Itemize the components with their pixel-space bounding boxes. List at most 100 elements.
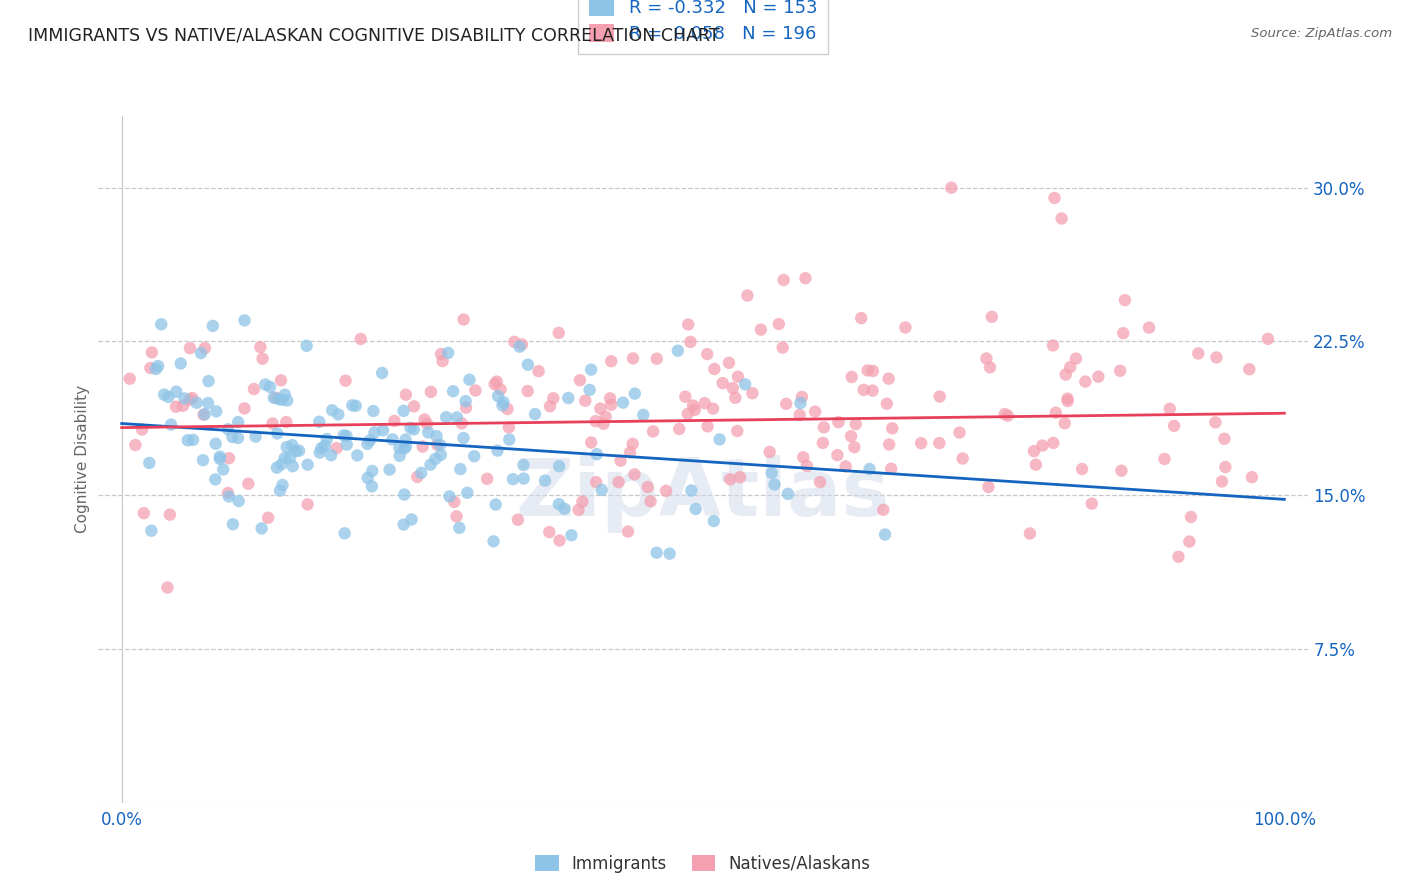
Point (274, 388, 297, 402)
Point (578, 383, 600, 397)
Point (834, 459, 856, 474)
Point (1137, 320, 1160, 334)
Point (314, 439, 336, 453)
Point (485, 498, 508, 512)
Point (1211, 475, 1233, 489)
Point (419, 384, 441, 399)
Point (574, 393, 596, 408)
Point (159, 508, 181, 522)
Point (429, 438, 451, 452)
Point (600, 354, 623, 368)
Point (243, 382, 266, 396)
Point (186, 395, 208, 409)
Point (172, 399, 194, 413)
Point (734, 377, 756, 392)
Point (718, 472, 741, 486)
Point (177, 434, 200, 448)
Point (413, 412, 436, 426)
Point (790, 390, 813, 404)
Point (547, 326, 569, 340)
Text: IMMIGRANTS VS NATIVE/ALASKAN COGNITIVE DISABILITY CORRELATION CHART: IMMIGRANTS VS NATIVE/ALASKAN COGNITIVE D… (28, 27, 720, 45)
Point (270, 457, 292, 471)
Point (425, 452, 447, 467)
Point (512, 471, 534, 485)
Text: Source: ZipAtlas.com: Source: ZipAtlas.com (1251, 27, 1392, 40)
Point (165, 400, 187, 414)
Point (392, 517, 415, 532)
Point (181, 391, 204, 405)
Point (872, 503, 894, 517)
Point (208, 450, 231, 464)
Point (617, 524, 640, 539)
Point (395, 388, 418, 402)
Point (794, 271, 817, 285)
Point (1042, 436, 1064, 450)
Point (308, 415, 330, 429)
Point (193, 408, 215, 422)
Point (681, 483, 703, 498)
Point (406, 470, 429, 484)
Point (399, 421, 422, 435)
Point (676, 407, 699, 421)
Point (233, 401, 256, 416)
Point (250, 521, 273, 535)
Point (655, 483, 678, 498)
Point (238, 476, 260, 491)
Point (132, 506, 155, 520)
Point (568, 373, 591, 387)
Point (201, 318, 224, 333)
Point (1159, 401, 1181, 416)
Point (679, 334, 702, 349)
Point (197, 374, 219, 388)
Point (394, 442, 416, 456)
Point (441, 384, 464, 399)
Point (228, 494, 250, 508)
Point (439, 490, 461, 504)
Point (862, 364, 884, 378)
Point (118, 372, 141, 386)
Point (266, 426, 288, 441)
Point (994, 407, 1017, 421)
Point (404, 400, 426, 414)
Point (1180, 510, 1202, 524)
Point (776, 487, 799, 501)
Point (741, 386, 763, 401)
Point (637, 480, 659, 494)
Point (761, 466, 783, 480)
Point (591, 483, 613, 497)
Point (1045, 406, 1067, 420)
Point (381, 433, 404, 447)
Point (496, 402, 519, 417)
Point (841, 370, 863, 384)
Point (676, 318, 699, 332)
Point (453, 312, 475, 326)
Point (181, 433, 204, 447)
Point (1064, 351, 1087, 366)
Point (928, 436, 950, 450)
Point (524, 407, 547, 421)
Point (876, 397, 898, 411)
Point (179, 341, 201, 355)
Point (498, 420, 520, 434)
Point (361, 479, 384, 493)
Point (454, 394, 477, 409)
Point (411, 466, 433, 480)
Point (145, 362, 167, 376)
Point (856, 363, 879, 377)
Point (226, 415, 249, 429)
Point (1153, 452, 1175, 467)
Point (212, 462, 235, 476)
Point (553, 501, 575, 516)
Point (456, 485, 478, 500)
Point (534, 474, 557, 488)
Point (141, 345, 163, 359)
Point (595, 409, 617, 424)
Point (1111, 464, 1133, 478)
Point (548, 533, 571, 548)
Point (516, 358, 538, 372)
Point (976, 351, 998, 366)
Point (502, 472, 524, 486)
Point (371, 366, 394, 380)
Point (346, 449, 368, 463)
Point (426, 429, 449, 443)
